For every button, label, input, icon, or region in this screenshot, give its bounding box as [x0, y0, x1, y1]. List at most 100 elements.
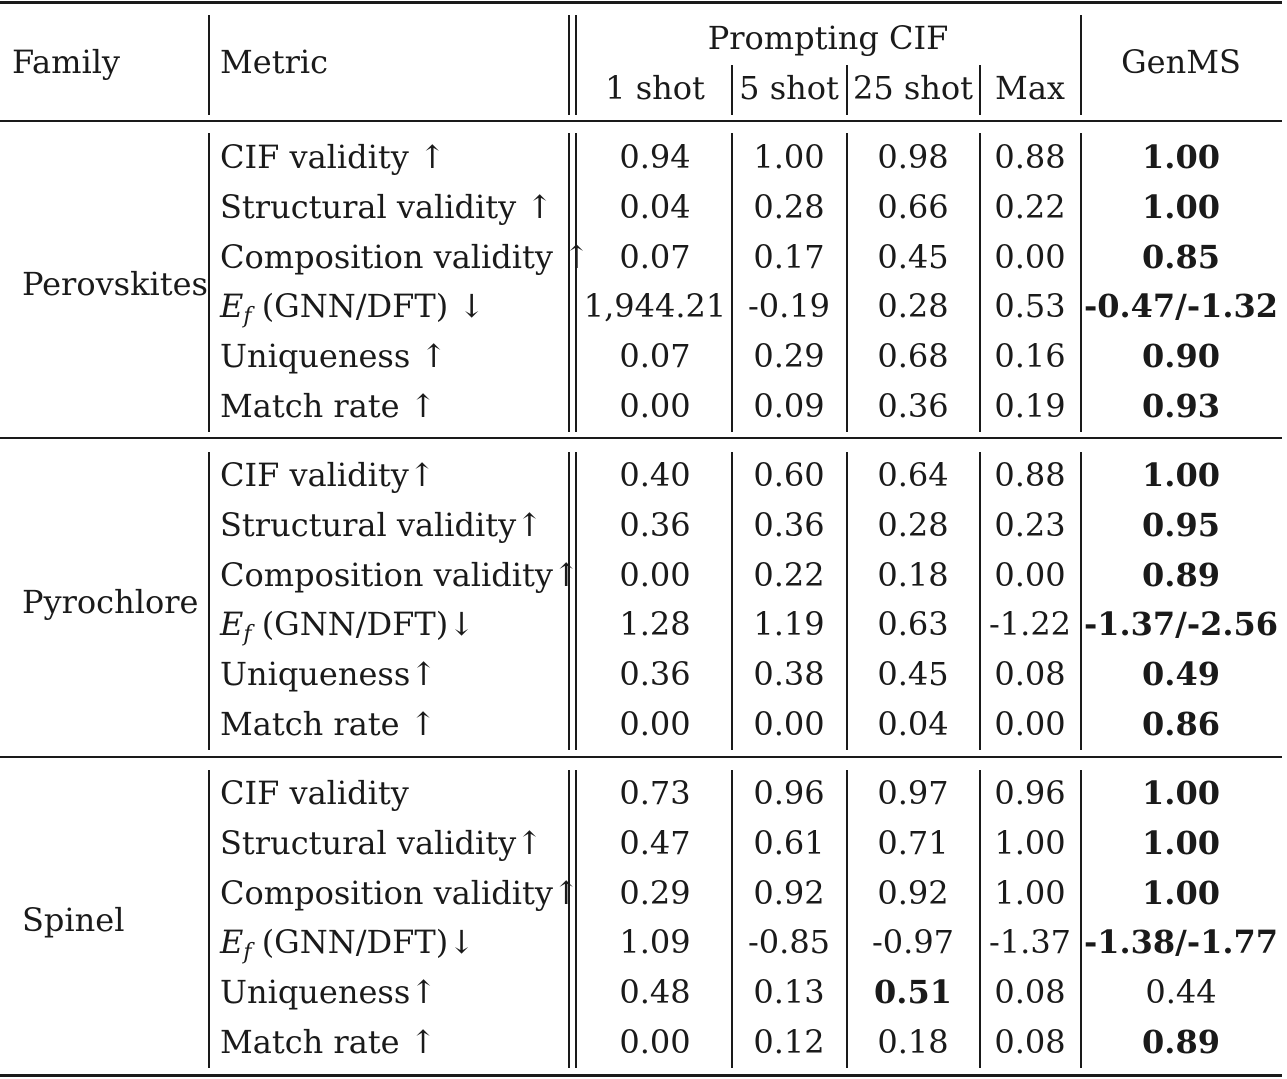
- value-cell: 0.00: [994, 237, 1066, 276]
- metric-label: Structural validity↑: [220, 505, 543, 544]
- metric-label: CIF validity: [220, 774, 409, 812]
- metric-symbol: E: [220, 923, 244, 962]
- value-cell: 0.48: [619, 973, 691, 1012]
- metric-label: Ef (GNN/DFT)↓: [220, 923, 475, 972]
- genms-cell: 0.49: [1142, 655, 1220, 694]
- header-col-1: 5 shot: [739, 69, 839, 107]
- value-cell: 0.16: [994, 337, 1066, 376]
- value-cell: -1.22: [988, 605, 1072, 644]
- genms-cell: 1.00: [1142, 823, 1220, 862]
- metric-label: Uniqueness↑: [220, 973, 438, 1012]
- value-cell: 0.36: [619, 505, 691, 544]
- value-cell: 0.45: [877, 655, 949, 694]
- metric-label: Ef (GNN/DFT) ↓: [220, 287, 485, 336]
- rule-double-right: [575, 133, 577, 432]
- rule-col: [979, 65, 981, 115]
- value-cell: 0.96: [753, 774, 825, 812]
- value-cell: 0.00: [994, 555, 1066, 594]
- metric-label: Structural validity ↑: [220, 187, 554, 226]
- genms-cell: 0.89: [1142, 555, 1220, 594]
- value-cell: -0.19: [747, 287, 831, 326]
- metric-label: CIF validity↑: [220, 456, 436, 494]
- value-cell: 0.00: [753, 705, 825, 743]
- rule-genms: [1080, 452, 1082, 750]
- value-cell: 0.73: [619, 774, 691, 812]
- value-cell: -0.85: [747, 923, 831, 962]
- value-cell: 0.23: [994, 505, 1066, 544]
- genms-cell: 1.00: [1142, 456, 1220, 494]
- value-cell: 0.63: [877, 605, 949, 644]
- value-cell: 0.92: [753, 873, 825, 912]
- metric-label: Match rate ↑: [220, 705, 437, 743]
- genms-cell: 0.85: [1142, 237, 1220, 276]
- metric-label: Match rate ↑: [220, 387, 437, 425]
- value-cell: 0.04: [877, 705, 949, 743]
- header-rule: [0, 120, 1282, 122]
- metric-label: Ef (GNN/DFT)↓: [220, 605, 475, 654]
- rule-col: [731, 770, 733, 1068]
- value-cell: 1.09: [619, 923, 691, 962]
- rule-double-right: [575, 15, 577, 115]
- value-cell: 0.00: [994, 705, 1066, 743]
- value-cell: 0.45: [877, 237, 949, 276]
- rule-double-left: [568, 452, 570, 750]
- metric-text: (GNN/DFT)↓: [251, 605, 476, 644]
- genms-cell: 0.93: [1142, 387, 1220, 425]
- rule-col: [731, 133, 733, 432]
- value-cell: 0.97: [877, 774, 949, 812]
- genms-cell: -1.38/-1.77: [1083, 923, 1279, 962]
- value-cell: 1.00: [994, 823, 1066, 862]
- rule-family-metric: [208, 15, 210, 115]
- metric-label: Uniqueness ↑: [220, 337, 448, 376]
- genms-cell: 1.00: [1142, 138, 1220, 176]
- top-rule: [0, 1, 1282, 4]
- value-cell: 0.00: [619, 1023, 691, 1061]
- rule-genms: [1080, 15, 1082, 115]
- header-metric: Metric: [220, 43, 329, 81]
- value-cell: 0.36: [877, 387, 949, 425]
- rule-family-metric: [208, 133, 210, 432]
- metric-symbol: E: [220, 287, 244, 326]
- rule-col: [846, 65, 848, 115]
- header-col-3: Max: [995, 69, 1065, 107]
- rule-col: [979, 770, 981, 1068]
- header-col-0: 1 shot: [605, 69, 705, 107]
- metric-label: Uniqueness↑: [220, 655, 438, 694]
- value-cell: -1.37: [988, 923, 1072, 962]
- metric-subscript: f: [243, 940, 252, 966]
- value-cell: 0.88: [994, 456, 1066, 494]
- header-family: Family: [12, 43, 120, 81]
- value-cell: 0.08: [994, 655, 1066, 694]
- value-cell: 1.19: [753, 605, 825, 644]
- value-cell: 0.53: [994, 287, 1066, 326]
- value-cell: 0.22: [994, 187, 1066, 226]
- value-cell: 0.09: [753, 387, 825, 425]
- rule-double-right: [575, 452, 577, 750]
- rule-col: [731, 452, 733, 750]
- header-genms: GenMS: [1121, 43, 1241, 81]
- value-cell: 0.61: [753, 823, 825, 862]
- value-cell: 0.13: [753, 973, 825, 1012]
- value-cell: 0.40: [619, 456, 691, 494]
- family-label: Spinel: [22, 900, 125, 939]
- value-cell: 0.28: [753, 187, 825, 226]
- rule-col: [979, 133, 981, 432]
- value-cell: 0.17: [753, 237, 825, 276]
- value-cell: 0.00: [619, 555, 691, 594]
- value-cell: 0.28: [877, 287, 949, 326]
- rule-col: [846, 133, 848, 432]
- value-cell: 1,944.21: [583, 287, 727, 326]
- rule-double-left: [568, 133, 570, 432]
- metric-text: (GNN/DFT)↓: [251, 923, 476, 962]
- value-cell: 0.08: [994, 1023, 1066, 1061]
- rule-col: [979, 452, 981, 750]
- metric-label: Structural validity↑: [220, 823, 543, 862]
- value-cell: 1.28: [619, 605, 691, 644]
- value-cell: -0.97: [871, 923, 955, 962]
- value-cell: 0.07: [619, 237, 691, 276]
- header-col-2: 25 shot: [852, 69, 974, 107]
- rule-double-right: [575, 770, 577, 1068]
- metric-label: Match rate ↑: [220, 1023, 437, 1061]
- value-cell: 0.00: [619, 387, 691, 425]
- value-cell: 0.36: [619, 655, 691, 694]
